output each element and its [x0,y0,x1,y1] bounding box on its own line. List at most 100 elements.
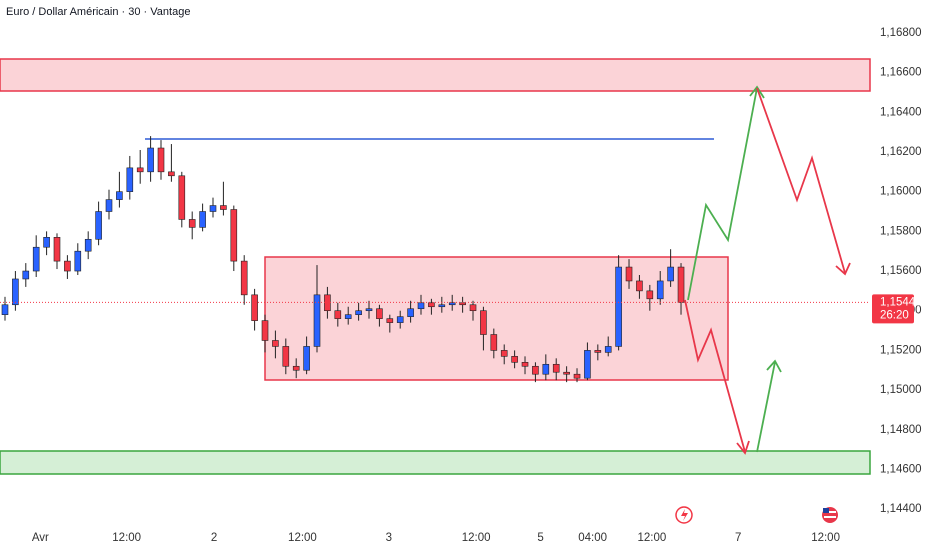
x-tick-label: 04:00 [578,532,607,544]
candle-body [1,304,9,315]
y-tick-label: 1,14800 [880,424,922,436]
candle-body [563,371,570,375]
candle-body [282,346,290,367]
candle-body [334,310,342,319]
scenario-down [756,87,846,274]
y-tick-label: 1,16800 [880,27,922,39]
x-tick-label: 12:00 [288,532,317,544]
candle-body [604,346,612,353]
candle-body [84,238,92,252]
candle-body [511,356,518,363]
candle-body [178,175,186,220]
candle-body [407,308,414,317]
candle-body [168,171,175,177]
y-tick-label: 1,16600 [880,67,922,79]
arrow-head [835,262,851,276]
y-tick-label: 1,16200 [880,146,922,158]
candle-body [532,365,539,375]
range-box [264,256,729,381]
x-tick-label: 5 [537,532,543,544]
candle-body [147,147,154,173]
x-tick-label: 12:00 [462,532,491,544]
candle-body [615,266,622,347]
candle-body [116,191,123,200]
y-tick-label: 1,15600 [880,265,922,277]
candle-body [365,308,373,312]
x-tick-label: 12:00 [112,532,141,544]
y-tick-label: 1,15200 [880,344,922,356]
y-tick-label: 1,16000 [880,186,922,198]
candle-body [74,250,82,272]
candle-body [459,302,466,306]
current-price-label: 1,15442 [880,296,922,308]
resistance-zone [0,58,871,92]
candle-body [636,280,643,292]
candle-body [303,346,310,371]
candle-body [480,310,487,335]
candle-body [500,350,508,357]
x-tick-label: 12:00 [638,532,667,544]
x-tick-label: Avr [32,532,49,544]
candle-body [573,373,581,379]
candle-body [292,365,300,371]
candle-body [417,302,425,310]
candle-body [240,260,248,296]
candle-body [469,304,477,312]
candle-body [157,147,165,173]
candle-body [188,219,196,228]
candle-body [251,294,258,321]
candle-body [396,316,404,323]
candle-body [95,211,102,240]
flag-stripe [824,511,836,513]
y-tick-label: 1,14600 [880,463,922,475]
y-tick-label: 1,15000 [880,384,922,396]
x-tick-label: 7 [735,532,741,544]
x-tick-label: 12:00 [811,532,840,544]
candle-body [199,211,206,228]
scenario-up [687,87,758,301]
candle-body [105,199,113,212]
candle-body [542,363,550,375]
candle-body [209,205,217,212]
event-icon-bolt [681,509,688,521]
candle-body [220,205,227,210]
arrow-head [766,359,782,373]
candle-body [355,310,362,315]
candle-body [521,362,529,367]
y-tick-label: 1,14400 [880,503,922,515]
candle-body [594,350,602,353]
y-tick-label: 1,15800 [880,225,922,237]
chart-title: Euro / Dollar Américain · 30 · Vantage [6,6,190,18]
x-tick-label: 2 [211,532,217,544]
scenario-break [684,299,746,453]
y-tick-label: 1,16400 [880,106,922,118]
candle-body [313,294,321,347]
current-price-box [872,294,914,324]
candle-body [230,209,238,262]
arrow-head [749,85,765,99]
candle-body [646,290,654,300]
candle-body [12,278,19,306]
flag-canton [823,508,829,513]
candle-body [625,266,633,282]
candle-body [667,266,674,282]
candle-body [43,237,50,248]
countdown: 26:20 [880,309,909,321]
flag-stripe [824,516,836,518]
candle-body [656,280,664,300]
candle-body [53,237,61,262]
candle-body [376,308,383,319]
candle-body [428,302,435,308]
candle-body [344,314,352,319]
candle-body [584,350,591,379]
candle-body [64,260,71,272]
candle-body [438,304,446,308]
candle-body [448,302,456,306]
candle-body [261,320,269,341]
candle-body [272,340,279,347]
candle-body [386,318,394,323]
support-zone [0,450,871,475]
candle-body [126,167,134,192]
